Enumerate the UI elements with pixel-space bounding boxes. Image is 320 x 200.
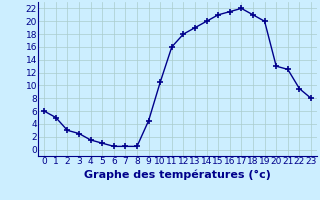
X-axis label: Graphe des températures (°c): Graphe des températures (°c)	[84, 169, 271, 180]
